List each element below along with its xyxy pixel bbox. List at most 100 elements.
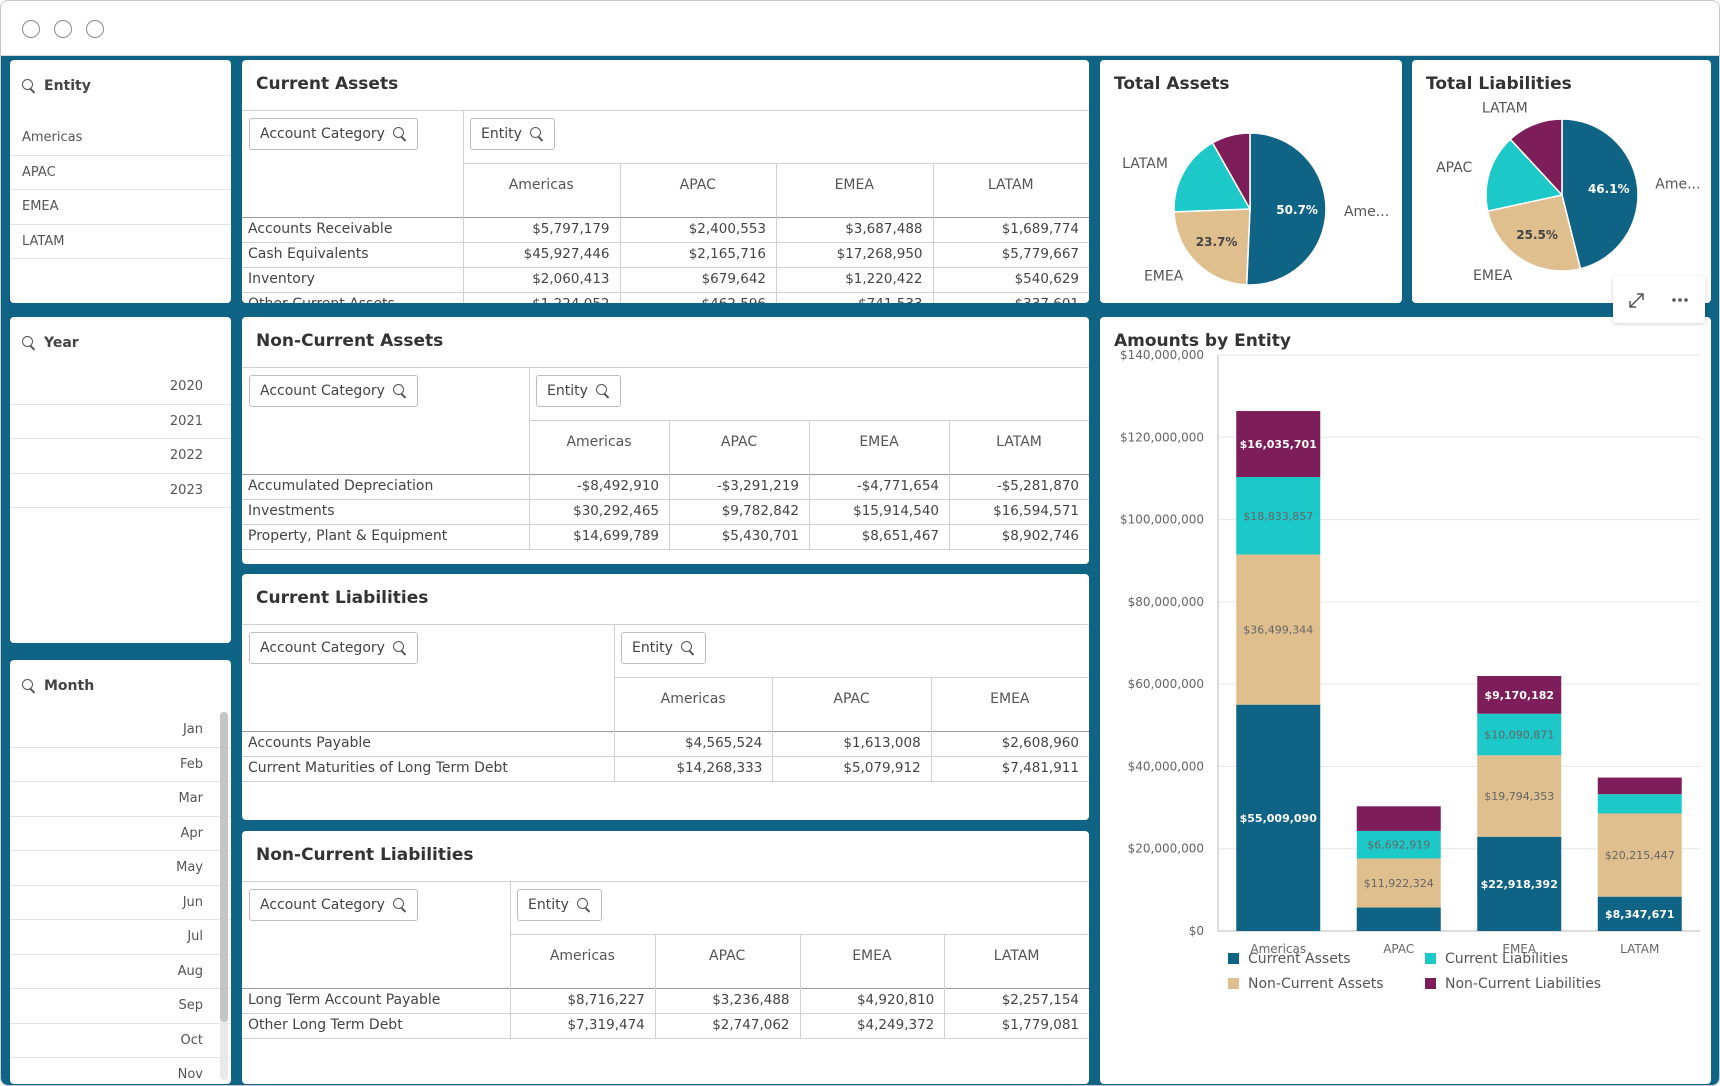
bar-latam-current-assets[interactable] — [1597, 896, 1682, 931]
legend-item-current-liabilities[interactable]: Current Liabilities — [1425, 951, 1568, 967]
bar-americas-current-liabilities[interactable] — [1236, 477, 1321, 555]
expand-icon[interactable] — [1629, 293, 1644, 308]
month-filter-item[interactable]: Jan — [10, 713, 231, 748]
year-filter-item[interactable]: 2020 — [10, 370, 231, 405]
entity-filter-pane[interactable]: Entity Americas APAC EMEA LATAM — [10, 60, 231, 303]
month-filter-item[interactable]: Aug — [10, 955, 231, 989]
entity-filter-button[interactable]: Entity — [517, 889, 602, 921]
bar-value-label: $8,347,671 — [1605, 908, 1675, 921]
total-liabilities-chart[interactable]: Total Liabilities 46.1% Ame... 25.5% EMEA AP… — [1412, 60, 1711, 303]
bar-emea-current-assets[interactable] — [1477, 836, 1562, 931]
table-column-divider — [529, 367, 530, 549]
pie-slice-emea[interactable] — [1486, 194, 1582, 272]
month-list-scrollbar[interactable] — [220, 712, 228, 1080]
month-filter-header[interactable]: Month — [22, 678, 94, 694]
y-tick-label: $80,000,000 — [1128, 595, 1204, 609]
bar-americas-current-assets[interactable] — [1236, 704, 1321, 931]
entity-filter-button[interactable]: Entity — [536, 375, 621, 407]
entity-filter-button[interactable]: Entity — [621, 632, 706, 664]
month-filter-item-label: May — [176, 860, 203, 876]
bar-apac-current-liabilities[interactable] — [1356, 830, 1441, 859]
pie-slice-latam[interactable] — [1173, 141, 1252, 213]
y-tick-label: $120,000,000 — [1120, 430, 1204, 444]
more-icon[interactable] — [1672, 298, 1688, 302]
legend-swatch — [1228, 978, 1239, 989]
bar-americas-non-current-assets[interactable] — [1236, 554, 1321, 705]
pie-slice-latam[interactable] — [1509, 118, 1563, 197]
account-category-filter-button[interactable]: Account Category — [249, 375, 418, 407]
year-filter-item[interactable]: 2021 — [10, 405, 231, 439]
pie-slice-ame[interactable] — [1561, 118, 1639, 270]
table-cell: $16,594,571 — [993, 503, 1079, 519]
pie-slice-emea[interactable] — [1173, 208, 1251, 286]
row-label: Accounts Payable — [248, 735, 371, 751]
pie-slice-apac[interactable] — [1485, 138, 1564, 213]
month-filter-item[interactable]: Jul — [10, 920, 231, 955]
table-cell: $462,596 — [620, 296, 766, 303]
bar-value-label: $36,499,344 — [1243, 624, 1313, 637]
bar-latam-non-current-assets[interactable] — [1597, 813, 1682, 897]
entity-filter-item[interactable]: Americas — [10, 121, 231, 156]
row-label: Accumulated Depreciation — [248, 478, 434, 494]
month-filter-item[interactable]: Oct — [10, 1024, 231, 1058]
legend-item-current-assets[interactable]: Current Assets — [1228, 951, 1351, 967]
year-filter-header[interactable]: Year — [22, 335, 79, 351]
month-filter-item[interactable]: Feb — [10, 748, 231, 782]
entity-filter-item[interactable]: APAC — [10, 156, 231, 190]
bar-latam-non-current-liabilities[interactable] — [1597, 777, 1682, 795]
legend-item-non-current-assets[interactable]: Non-Current Assets — [1228, 976, 1384, 992]
entity-filter-item[interactable]: EMEA — [10, 190, 231, 225]
total-assets-chart[interactable]: Total Assets 50.7% Ame... 23.7% EMEA LATAM — [1100, 60, 1402, 303]
column-header-emea: EMEA — [834, 177, 874, 193]
column-header-americas: Americas — [566, 434, 632, 450]
bar-apac-non-current-assets[interactable] — [1356, 858, 1441, 908]
amounts-by-entity-chart[interactable]: Amounts by Entity $0 $20,000,000 $40,000,0… — [1100, 317, 1711, 1084]
entity-filter-item[interactable]: LATAM — [10, 225, 231, 259]
pie-slice-slice-3[interactable] — [1211, 132, 1251, 212]
entity-filter-header[interactable]: Entity — [22, 78, 91, 94]
legend-item-non-current-liabilities[interactable]: Non-Current Liabilities — [1425, 976, 1601, 992]
search-icon — [22, 79, 36, 93]
month-filter-item[interactable]: Sep — [10, 989, 231, 1024]
month-filter-item[interactable]: Apr — [10, 817, 231, 851]
row-label: Accounts Receivable — [248, 221, 393, 237]
month-filter-item[interactable]: Nov — [10, 1058, 231, 1084]
entity-filter-button[interactable]: Entity — [470, 118, 555, 150]
window-maximize-control[interactable] — [86, 20, 104, 38]
bar-apac-current-assets[interactable] — [1356, 907, 1441, 931]
bar-latam-current-liabilities[interactable] — [1597, 794, 1682, 814]
month-filter-item[interactable]: Mar — [10, 782, 231, 817]
pie-slice-ame[interactable] — [1245, 132, 1327, 286]
bar-americas-non-current-liabilities[interactable] — [1236, 411, 1321, 478]
total-liabilities-pie[interactable]: 46.1% Ame... 25.5% EMEA APAC LATAM — [1412, 60, 1711, 303]
month-list-scroll-thumb[interactable] — [220, 712, 228, 1022]
account-category-filter-button[interactable]: Account Category — [249, 889, 418, 921]
bar-chart-plot[interactable]: $0 $20,000,000 $40,000,000 $60,000,000 $80,0… — [1100, 317, 1711, 1084]
year-filter-item[interactable]: 2022 — [10, 439, 231, 474]
month-filter-item[interactable]: Jun — [10, 886, 231, 920]
total-assets-pie[interactable]: 50.7% Ame... 23.7% EMEA LATAM — [1100, 60, 1402, 303]
table-body-divider — [242, 217, 1089, 218]
entity-filter-item-label: EMEA — [22, 199, 59, 215]
bar-emea-current-liabilities[interactable] — [1477, 713, 1562, 756]
year-filter-item[interactable]: 2023 — [10, 474, 231, 508]
bar-apac-non-current-liabilities[interactable] — [1356, 806, 1441, 831]
account-category-filter-button[interactable]: Account Category — [249, 118, 418, 150]
account-category-filter-button[interactable]: Account Category — [249, 632, 418, 664]
month-filter-title: Month — [44, 678, 95, 694]
table-cell: $1,224,052 — [463, 296, 609, 303]
month-filter-pane[interactable]: Month Jan Feb Mar Apr May Jun Jul Aug Sep Oct Nov — [10, 660, 231, 1084]
bar-emea-non-current-liabilities[interactable] — [1477, 676, 1562, 714]
year-filter-pane[interactable]: Year 2020 2021 2022 2023 — [10, 317, 231, 643]
window-minimize-control[interactable] — [54, 20, 72, 38]
y-tick-label: $140,000,000 — [1120, 348, 1204, 362]
table-cell: $540,629 — [1014, 271, 1079, 287]
bar-emea-non-current-assets[interactable] — [1477, 755, 1562, 837]
window-close-control[interactable] — [22, 20, 40, 38]
table-row-divider — [242, 242, 1089, 243]
table-cell: $4,249,372 — [856, 1017, 935, 1033]
month-filter-item[interactable]: May — [10, 851, 231, 886]
search-icon — [529, 127, 544, 141]
pie-slice-percent-label: 25.5% — [1516, 228, 1558, 242]
